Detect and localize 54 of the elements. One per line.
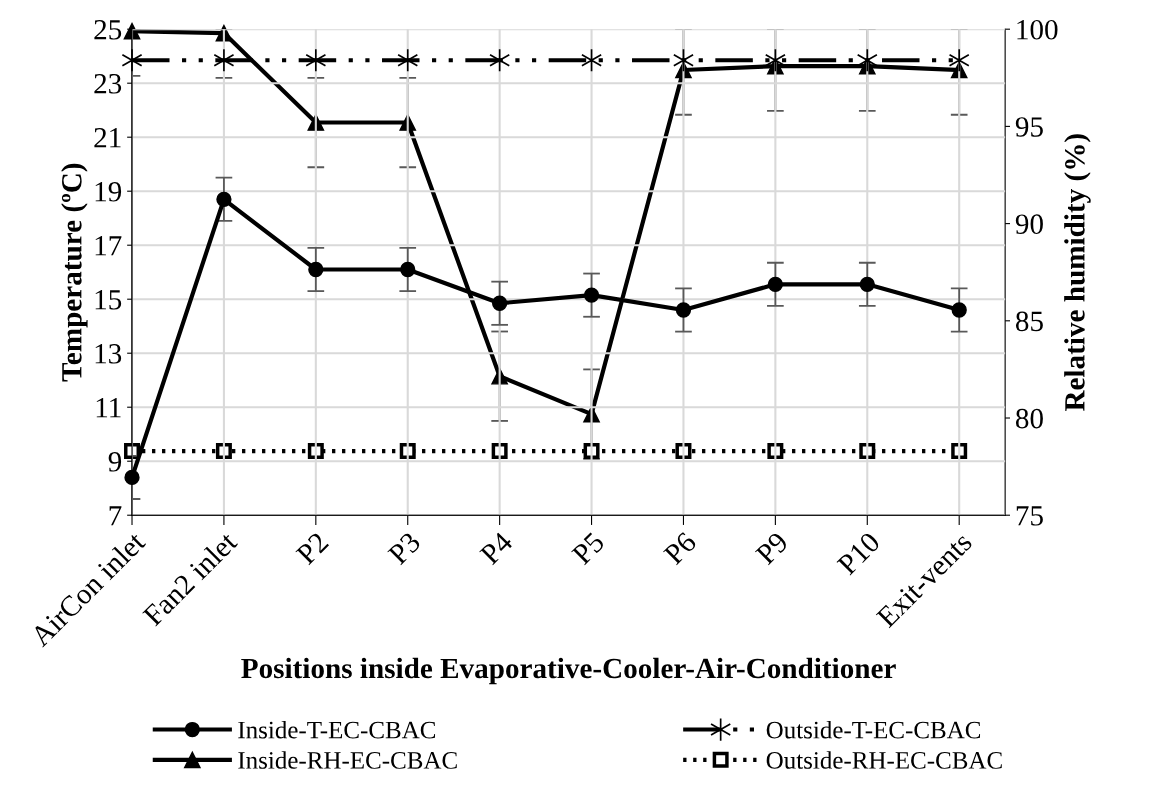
y-tick-label: 25	[94, 20, 122, 40]
y2-tick-label: 100	[1017, 19, 1058, 40]
point	[859, 276, 875, 292]
point	[583, 287, 600, 303]
legend-label: Inside-T-EC-CBAC	[238, 720, 436, 739]
point	[951, 443, 968, 460]
point	[859, 443, 876, 460]
point	[583, 443, 600, 460]
x-tick-label: P2	[295, 531, 329, 566]
y-tick-label: 15	[95, 290, 122, 310]
y2-axis-title: Relative humidity (%)	[1064, 134, 1091, 412]
point	[305, 48, 327, 73]
x-tick-label: P10	[836, 531, 882, 576]
y2-tick-label: 75	[1016, 506, 1043, 526]
point	[948, 48, 970, 73]
point	[213, 48, 235, 73]
x-tick-label: P6	[662, 531, 698, 566]
x-tick-label: P9	[754, 531, 790, 566]
y-tick-label: 7	[109, 506, 122, 526]
y-tick-label: 17	[95, 236, 122, 256]
point	[767, 276, 784, 292]
point	[308, 261, 324, 278]
point	[767, 443, 784, 460]
y-tick-label: 23	[94, 74, 122, 94]
x-tick-label: P5	[571, 531, 606, 566]
point	[856, 48, 878, 73]
point	[675, 302, 692, 318]
y2-tick-label: 80	[1015, 408, 1043, 429]
legend-label: Inside-RH-EC-CBAC	[238, 751, 457, 769]
x-axis-title: Positions inside Evaporative-Cooler-Air-Conditioner	[241, 657, 896, 685]
y-tick-label: 9	[108, 452, 122, 472]
y2-tick-label: 90	[1015, 214, 1043, 235]
point	[307, 443, 324, 460]
point	[397, 48, 419, 73]
y-tick-label: 21	[94, 128, 121, 148]
point	[491, 443, 508, 460]
point	[121, 48, 143, 73]
legend-label: Outside-RH-EC-CBAC	[766, 751, 1002, 769]
point	[951, 302, 967, 318]
x-tick-label: P3	[387, 531, 422, 566]
y2-tick-label: 95	[1015, 117, 1043, 137]
y-tick-label: 19	[95, 182, 122, 202]
point	[399, 443, 416, 460]
legend-label: Outside-T-EC-CBAC	[766, 720, 981, 739]
y-axis-title: Temperature (ºC)	[61, 163, 88, 382]
point	[400, 261, 416, 278]
point	[215, 443, 232, 460]
point	[216, 191, 232, 207]
point	[124, 469, 140, 486]
y-tick-label: 13	[95, 344, 122, 364]
point	[492, 295, 508, 311]
y-tick-label: 11	[96, 398, 121, 418]
x-tick-label: P4	[479, 530, 514, 566]
y2-tick-label: 85	[1015, 311, 1043, 332]
